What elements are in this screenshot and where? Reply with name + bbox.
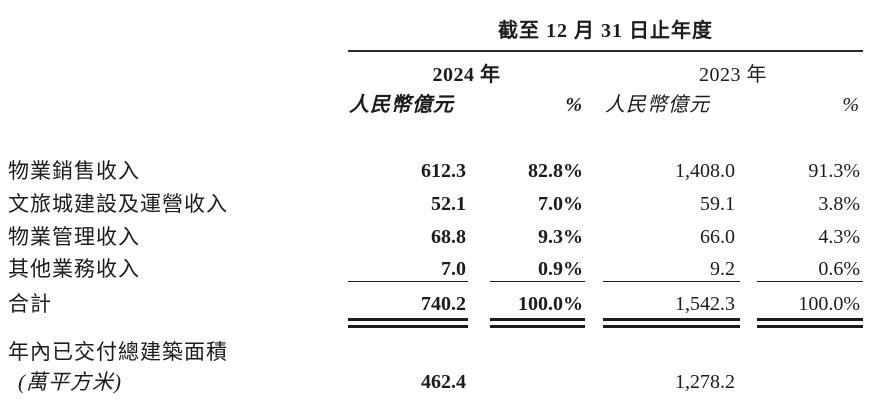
column-rule [490, 281, 585, 282]
rmb-2024-value: 7.0 [441, 258, 466, 280]
column-rule [603, 281, 740, 282]
table-row: 文旅城建設及運營收入 52.1 7.0% 59.1 3.8% [0, 192, 863, 217]
double-rule [490, 318, 585, 328]
total-rmb-2023-value: 1,542.3 [675, 293, 735, 315]
pct-2023-value: 0.6% [818, 258, 860, 280]
period-header: 截至 12 月 31 日止年度 [498, 20, 713, 42]
rmb-2023-value: 59.1 [700, 193, 735, 215]
column-rule [757, 281, 863, 282]
double-rule [348, 318, 468, 328]
total-pct-2024-value: 100.0% [518, 293, 583, 315]
unit-pct-2023-header: % [842, 94, 860, 116]
gfa-2023-value: 1,278.2 [675, 371, 735, 393]
pct-2023-value: 4.3% [818, 226, 860, 248]
pct-2024-value: 7.0% [538, 193, 583, 215]
rmb-2023-value: 1,408.0 [675, 160, 735, 182]
pct-2023-value: 3.8% [818, 193, 860, 215]
double-rule [603, 318, 740, 328]
year-2024-header: 2024 年 [432, 64, 501, 86]
rmb-2023-value: 9.2 [710, 258, 735, 280]
total-rmb-2024-value: 740.2 [421, 293, 466, 315]
gfa-value-row: (萬平方米) 462.4 1,278.2 [0, 370, 863, 395]
gfa-unit-label: (萬平方米) [18, 370, 122, 394]
total-pct-2023-value: 100.0% [798, 293, 860, 315]
year-2023-header: 2023 年 [699, 64, 767, 86]
row-label: 文旅城建設及運營收入 [8, 192, 228, 216]
double-rule [757, 318, 863, 328]
pct-2023-value: 91.3% [808, 160, 860, 182]
unit-rmb-2024-header: 人民幣億元 [349, 94, 454, 116]
rmb-2024-value: 612.3 [421, 160, 466, 182]
table-row: 其他業務收入 7.0 0.9% 9.2 0.6% [0, 257, 863, 282]
column-rule [348, 281, 468, 282]
total-row: 合計 740.2 100.0% 1,542.3 100.0% [0, 292, 863, 317]
unit-rmb-2023-header: 人民幣億元 [605, 94, 710, 116]
pct-2024-value: 9.3% [538, 226, 583, 248]
total-label: 合計 [8, 292, 52, 316]
row-label: 物業管理收入 [8, 225, 140, 249]
table-row: 物業銷售收入 612.3 82.8% 1,408.0 91.3% [0, 159, 863, 184]
row-label: 其他業務收入 [8, 257, 140, 281]
rmb-2024-value: 52.1 [431, 193, 466, 215]
gfa-2024-value: 462.4 [421, 371, 466, 393]
pct-2024-value: 0.9% [538, 258, 583, 280]
gfa-label: 年內已交付總建築面積 [8, 340, 228, 364]
rmb-2024-value: 68.8 [431, 226, 466, 248]
table-row: 物業管理收入 68.8 9.3% 66.0 4.3% [0, 225, 863, 250]
gfa-label-row: 年內已交付總建築面積 [0, 340, 863, 365]
rmb-2023-value: 66.0 [700, 226, 735, 248]
header-rule [348, 50, 863, 52]
unit-pct-2024-header: % [565, 94, 583, 116]
row-label: 物業銷售收入 [8, 159, 140, 183]
pct-2024-value: 82.8% [528, 160, 583, 182]
